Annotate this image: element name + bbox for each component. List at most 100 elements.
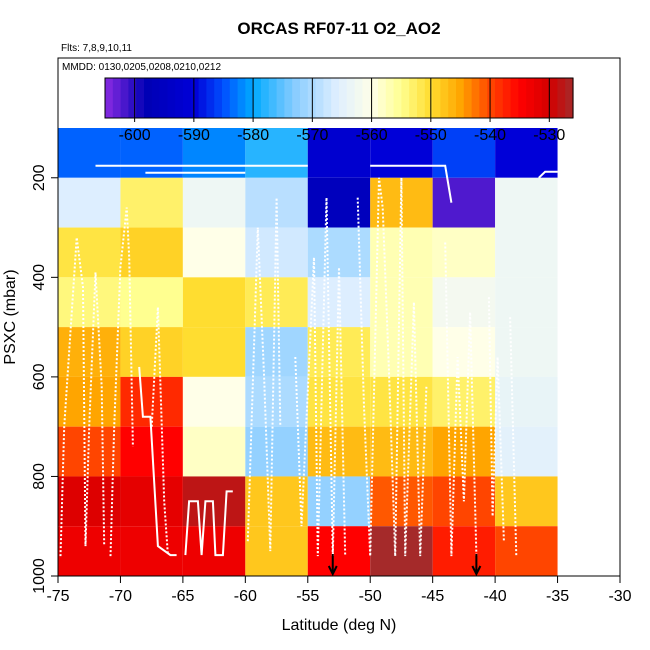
colorbar-step (261, 78, 270, 118)
colorbar-step (128, 78, 137, 118)
heatmap-cell (495, 128, 558, 178)
y-tick-label: 1000 (31, 558, 48, 594)
y-tick-label: 200 (31, 164, 48, 191)
heatmap-cell (307, 376, 371, 427)
colorbar-step (409, 78, 418, 118)
colorbar-tick-label: -560 (356, 127, 388, 144)
x-axis-label: Latitude (deg N) (282, 617, 397, 634)
heatmap-cell (120, 476, 183, 527)
colorbar-tick-label: -580 (237, 127, 269, 144)
heatmap-cell (432, 177, 496, 228)
heatmap-cell (495, 526, 558, 576)
colorbar-step (214, 78, 223, 118)
heatmap-cell (370, 526, 433, 576)
heatmap-cell (182, 277, 246, 328)
colorbar-step (541, 78, 551, 118)
flight-track (59, 237, 106, 557)
heatmap-cell (370, 476, 433, 527)
y-tick-label: 400 (31, 264, 48, 291)
colorbar: -600 -590 -580 -570 -560 -550 -540 -530 (104, 77, 574, 144)
x-tick-label: -35 (546, 588, 569, 605)
heatmap-cell (432, 128, 496, 178)
arrow-head (327, 565, 338, 577)
colorbar-tick-label: -600 (119, 127, 151, 144)
colorbar-tick-label: -570 (296, 127, 328, 144)
colorbar-step (245, 78, 254, 118)
colorbar-step (136, 78, 145, 118)
colorbar-tick-label: -530 (533, 127, 565, 144)
colorbar-step (370, 78, 379, 118)
dates-label: MMDD: 0130,0205,0208,0210,0212 (62, 62, 221, 73)
heatmap-cell (182, 426, 246, 477)
colorbar-step (440, 78, 449, 118)
colorbar-step (510, 78, 519, 118)
x-tick-label: -75 (46, 588, 69, 605)
x-axis: -75 -70 -65 -60 -55 -50 -45 -40 -35 -30 (46, 576, 632, 605)
heatmap-cell (495, 426, 558, 477)
colorbar-step (144, 78, 153, 118)
x-tick-label: -70 (109, 588, 132, 605)
heatmap-cell (58, 426, 121, 477)
heatmap-cell (182, 227, 246, 278)
heatmap-cell (120, 177, 183, 228)
colorbar-step (479, 78, 488, 118)
colorbar-step (237, 78, 246, 118)
colorbar-step (471, 78, 480, 118)
colorbar-step (354, 78, 363, 118)
heatmap-cell (370, 128, 433, 178)
flight-track (184, 490, 233, 557)
colorbar-step (253, 78, 262, 118)
colorbar-step (432, 78, 441, 118)
heatmap-cell (370, 277, 433, 328)
colorbar-step (424, 78, 434, 118)
heatmap-cell (58, 476, 121, 527)
heatmap-cell (245, 376, 308, 427)
colorbar-step (276, 78, 285, 118)
colorbar-step (190, 78, 200, 118)
colorbar-step (331, 78, 340, 118)
heatmap-cell (120, 227, 183, 278)
heatmap-cell (432, 327, 496, 377)
y-tick-label: 800 (31, 463, 48, 490)
heatmap-cell (370, 327, 433, 377)
flight-track (246, 197, 282, 552)
colorbar-step (284, 78, 293, 118)
colorbar-step (268, 78, 278, 118)
heatmap-cell (120, 526, 183, 576)
colorbar-step (292, 78, 301, 118)
colorbar-step (175, 78, 184, 118)
heatmap-cell (245, 128, 308, 178)
colorbar-step (151, 78, 161, 118)
heatmap-cell (58, 128, 121, 178)
colorbar-step (159, 78, 168, 118)
x-tick-label: -30 (608, 588, 631, 605)
colorbar-step (300, 78, 309, 118)
colorbar-step (112, 78, 122, 118)
colorbar-step (198, 78, 207, 118)
heatmap-cell (495, 227, 558, 278)
heatmap-cell (58, 327, 121, 377)
heatmap-cell (245, 476, 308, 527)
heatmap-cell (245, 277, 308, 328)
heatmap-cell (432, 426, 496, 477)
flight-track (370, 164, 453, 203)
heatmap-cell (182, 128, 246, 178)
heatmap-cell (307, 177, 371, 228)
y-axis-label: PSXC (mbar) (2, 269, 19, 364)
colorbar-step (448, 78, 457, 118)
colorbar-step (495, 78, 504, 118)
heatmap-cell (307, 128, 371, 178)
colorbar-step (534, 78, 543, 118)
x-tick-label: -55 (296, 588, 319, 605)
colorbar-step (183, 78, 192, 118)
colorbar-step (339, 78, 348, 118)
heatmap-cell (182, 177, 246, 228)
heatmap-cell (370, 426, 433, 477)
heatmap-cell (432, 277, 496, 328)
colorbar-tick-label: -550 (415, 127, 447, 144)
colorbar-tick-label: -590 (178, 127, 210, 144)
colorbar-step (323, 78, 332, 118)
colorbar-step (120, 78, 129, 118)
flights-label: Flts: 7,8,9,10,11 (61, 43, 132, 54)
